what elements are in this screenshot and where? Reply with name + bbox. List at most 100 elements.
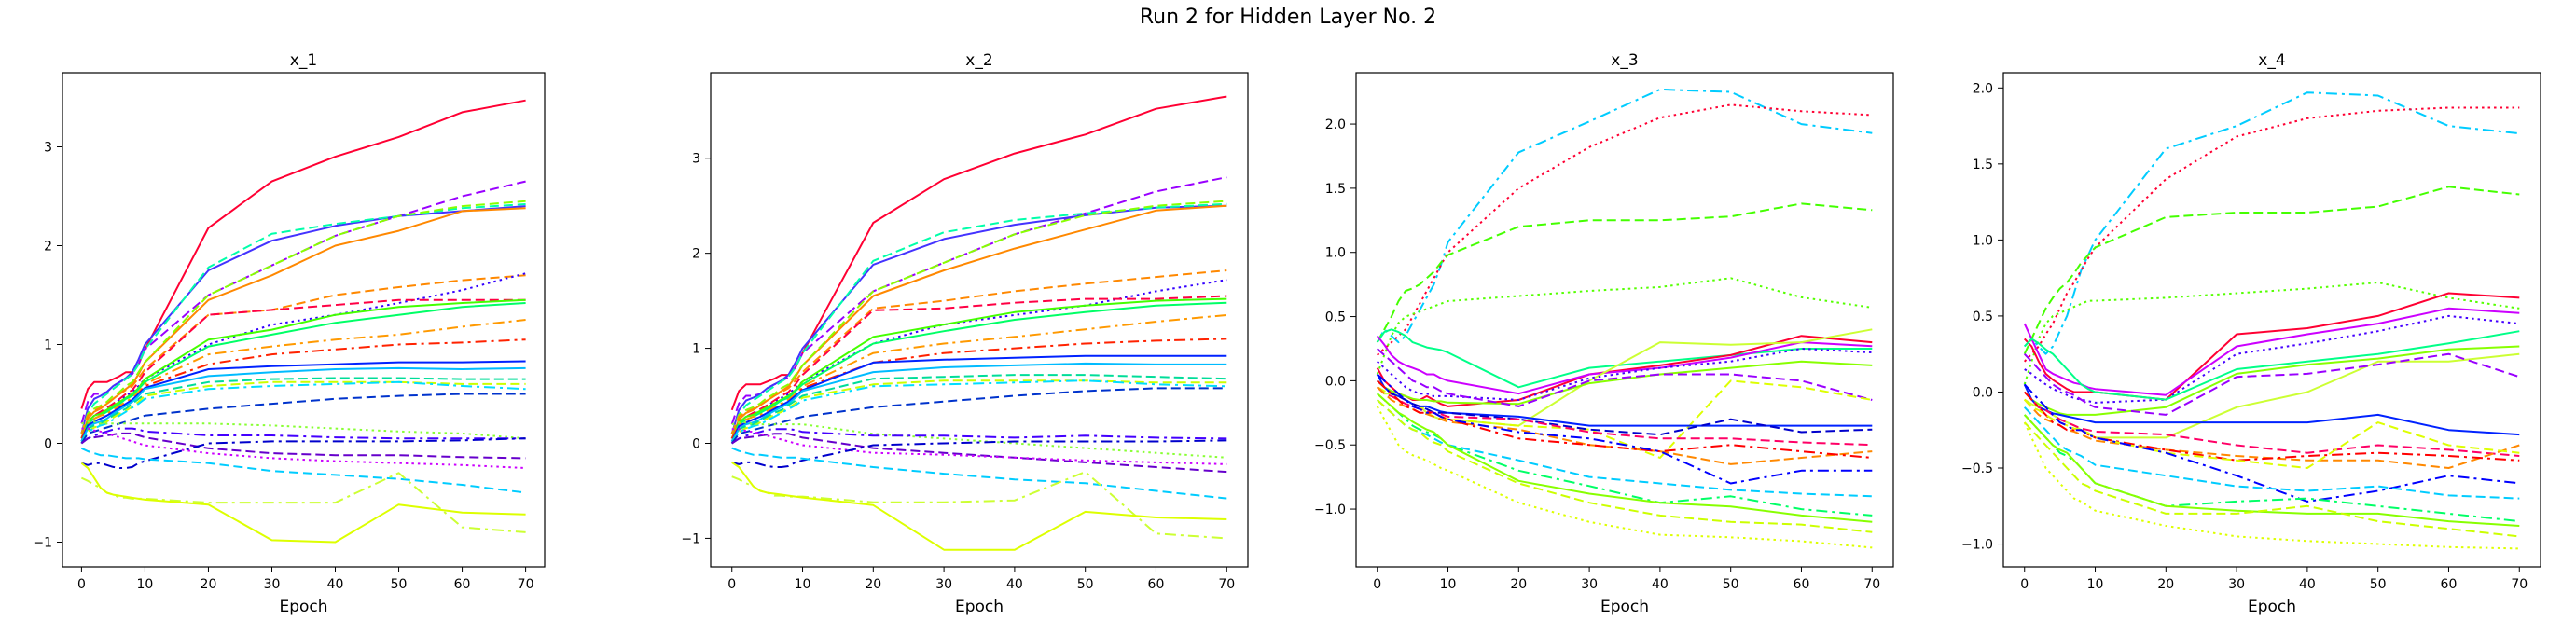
series-line-4 <box>730 202 1227 434</box>
x-tick-label: 0 <box>77 577 86 592</box>
series-line-24 <box>81 437 526 469</box>
series-line-20 <box>731 421 1227 459</box>
series-line-5 <box>80 207 526 439</box>
series-line-17 <box>80 380 526 444</box>
axes-frame <box>1355 72 1894 568</box>
series-line-27 <box>731 462 1227 551</box>
series-group <box>80 99 526 544</box>
series-group <box>2023 91 2520 550</box>
series-line-14 <box>80 360 526 442</box>
y-tick-label: 0.5 <box>1973 310 1993 324</box>
series-line-10 <box>1377 360 1873 406</box>
subplot-x1: 0 10 20 30 40 50 60 70 −1 0 1 2 3 x_1 Epoch <box>33 51 546 616</box>
series-line-2 <box>2023 106 2520 363</box>
series-line-10 <box>2024 352 2520 439</box>
series-line-16 <box>1377 386 1873 465</box>
series-line-12 <box>80 319 526 439</box>
series-line-23 <box>81 427 526 469</box>
x-tick-label: 0 <box>727 577 736 592</box>
y-tick-label: −1 <box>33 536 52 551</box>
y-tick-label: 0 <box>692 437 700 452</box>
x-tick-label: 50 <box>2370 577 2387 592</box>
x-axis-label: Epoch <box>279 598 327 616</box>
figure-title: Run 2 for Hidden Layer No. 2 <box>1139 6 1437 29</box>
subplot-title: x_4 <box>2258 51 2285 70</box>
subplot-x4: 0 10 20 30 40 50 60 70 −1.0 −0.5 0.0 0.5 1.0 1.5 2.0 x_… <box>1961 51 2541 616</box>
series-line-11 <box>2023 352 2520 416</box>
series-line-9 <box>2023 345 2520 416</box>
series-line-7 <box>1376 335 1873 395</box>
series-line-3 <box>1376 202 1873 343</box>
y-tick-label: 0.5 <box>1325 310 1346 325</box>
series-line-8 <box>80 272 526 439</box>
series-line-26 <box>731 471 1227 540</box>
series-line-26 <box>80 472 526 533</box>
series-line-17 <box>2023 383 2520 503</box>
y-tick-label: 0.0 <box>1973 385 1993 400</box>
y-tick-label: 3 <box>692 152 700 167</box>
series-line-27 <box>80 462 526 544</box>
series-line-7 <box>80 274 526 434</box>
series-line-18 <box>2023 406 2520 500</box>
series-line-19 <box>730 387 1227 445</box>
series-line-12 <box>2023 383 2520 436</box>
series-line-10 <box>80 298 526 439</box>
y-tick-label: 1.5 <box>1973 158 1993 172</box>
series-line-10 <box>730 297 1227 439</box>
x-tick-label: 10 <box>2087 577 2104 592</box>
y-tick-label: 2.0 <box>1325 117 1346 132</box>
series-line-22 <box>2023 421 2520 550</box>
series-line-22 <box>731 433 1227 474</box>
series-group <box>1376 88 1873 549</box>
series-line-23 <box>731 428 1227 465</box>
y-tick-label: 1.5 <box>1325 182 1346 197</box>
x-tick-label: 20 <box>1510 577 1527 592</box>
series-line-15 <box>80 366 526 442</box>
x-tick-label: 50 <box>1077 577 1094 592</box>
x-tick-label: 20 <box>201 577 217 592</box>
x-tick-label: 70 <box>1218 577 1235 592</box>
series-line-18 <box>80 380 526 444</box>
x-tick-label: 60 <box>1794 577 1810 592</box>
series-line-19 <box>1377 399 1873 498</box>
y-tick-label: 3 <box>44 141 52 156</box>
series-line-21 <box>2023 421 2520 538</box>
series-line-9 <box>1377 348 1873 401</box>
series-line-8 <box>2023 330 2520 401</box>
series-line-9 <box>80 298 526 439</box>
x-tick-label: 0 <box>1373 577 1381 592</box>
series-line-3 <box>2023 186 2520 355</box>
subplot-title: x_1 <box>290 51 317 70</box>
y-tick-label: 0 <box>44 437 52 452</box>
y-tick-label: 1.0 <box>1325 246 1346 261</box>
x-tick-label: 20 <box>2157 577 2174 592</box>
x-tick-label: 10 <box>1440 577 1457 592</box>
series-line-22 <box>80 432 526 460</box>
series-line-6 <box>730 200 1227 434</box>
x-tick-label: 20 <box>865 577 881 592</box>
x-axis-label: Epoch <box>2248 598 2296 616</box>
series-line-9 <box>730 295 1227 439</box>
series-line-3 <box>80 205 526 434</box>
series-line-16 <box>80 377 526 444</box>
y-tick-label: 0.0 <box>1325 374 1346 389</box>
x-tick-label: 40 <box>2299 577 2316 592</box>
series-line-3 <box>730 204 1227 434</box>
series-line-13 <box>2023 391 2520 457</box>
x-tick-label: 70 <box>1863 577 1880 592</box>
subplot-x2: 0 10 20 30 40 50 60 70 −1 0 1 2 3 x_2 Epoch <box>681 51 1249 616</box>
series-line-7 <box>2024 314 2520 404</box>
x-tick-label: 70 <box>518 577 534 592</box>
y-tick-label: −1 <box>681 531 700 546</box>
y-tick-label: 2.0 <box>1973 81 1993 96</box>
series-line-16 <box>2023 398 2520 469</box>
x-axis-label: Epoch <box>1600 598 1649 616</box>
series-line-20 <box>1377 393 1873 517</box>
series-line-1 <box>1376 88 1873 344</box>
series-group <box>730 95 1227 551</box>
axes-frame <box>2002 72 2541 568</box>
y-tick-label: −0.5 <box>1961 462 1993 476</box>
y-tick-label: −1.0 <box>1961 538 1993 553</box>
y-tick-label: 2 <box>44 240 52 255</box>
axes-frame <box>62 72 546 568</box>
